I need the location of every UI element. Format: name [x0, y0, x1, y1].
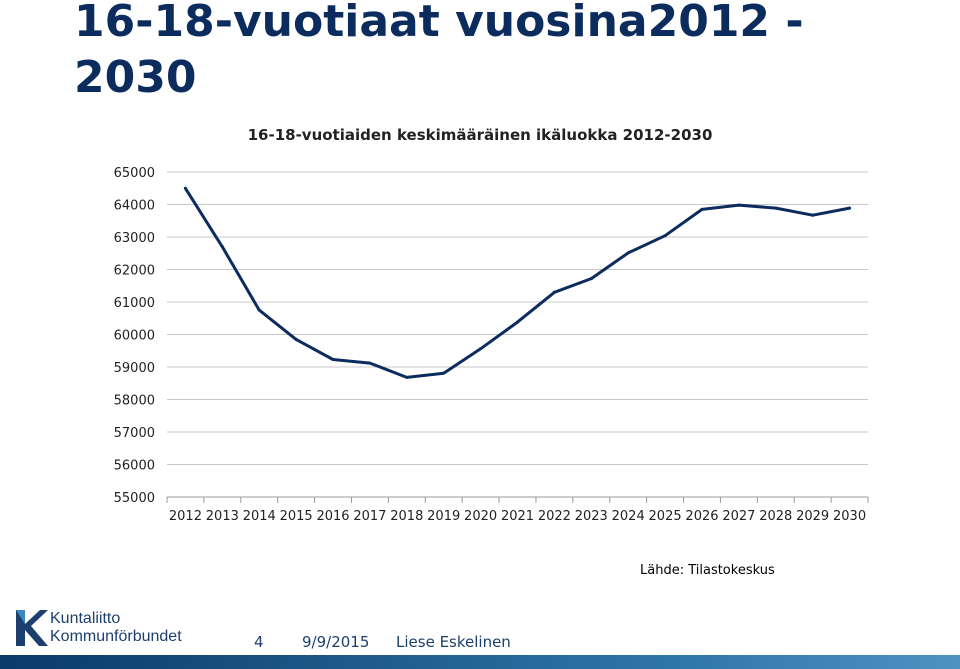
y-tick-label: 60000 — [114, 329, 155, 344]
x-tick-label: 2018 — [390, 509, 423, 524]
logo-text-sv: Kommunförbundet — [50, 628, 182, 645]
y-tick-label: 58000 — [114, 394, 155, 409]
x-tick-label: 2021 — [501, 509, 534, 524]
data-point — [848, 206, 852, 210]
x-tick-label: 2017 — [353, 509, 386, 524]
data-point — [442, 371, 446, 375]
data-point — [811, 213, 815, 217]
x-tick-label: 2024 — [612, 509, 645, 524]
slide-title: 16-18-vuotiaat vuosina2012 - 2030 — [74, 0, 804, 103]
footer-bar — [0, 655, 960, 669]
x-tick-label: 2025 — [649, 509, 682, 524]
y-axis-ticks: 55000 56000 57000 58000 59000 60000 61000 62000… — [114, 166, 155, 506]
data-point — [183, 186, 187, 190]
logo-text-fi: Kuntaliitto — [50, 610, 121, 627]
kuntaliitto-logo: Kuntaliitto Kommunförbundet — [14, 606, 214, 654]
source-note: Lähde: Tilastokeskus — [640, 563, 775, 578]
data-point — [516, 320, 519, 324]
data-point — [700, 207, 704, 211]
data-point — [552, 290, 556, 294]
data-point — [737, 203, 741, 207]
data-point — [626, 251, 630, 255]
y-tick-label: 57000 — [114, 426, 155, 441]
chart-title: 16-18-vuotiaiden keskimääräinen ikäluokk… — [248, 126, 713, 144]
series-line-0 — [183, 186, 852, 379]
footer-author: Liese Eskelinen — [396, 633, 511, 651]
data-point — [405, 375, 409, 379]
y-tick-label: 64000 — [114, 199, 155, 214]
y-tick-label: 62000 — [114, 264, 155, 279]
data-point — [479, 347, 483, 351]
y-tick-label: 59000 — [114, 361, 155, 376]
y-tick-label: 63000 — [114, 231, 155, 246]
x-tick-label: 2013 — [206, 509, 239, 524]
x-tick-label: 2014 — [243, 509, 276, 524]
data-point — [331, 358, 335, 362]
x-tick-label: 2030 — [833, 509, 866, 524]
series-group — [183, 186, 852, 379]
x-tick-label: 2012 — [169, 509, 202, 524]
x-tick-label: 2029 — [796, 509, 829, 524]
x-tick-label: 2019 — [427, 509, 460, 524]
y-tick-label: 61000 — [114, 296, 155, 311]
data-point — [220, 245, 224, 249]
x-axis-ticks: 2012 2013 2014 2015 2016 2017 2018 2019 2020 2021… — [169, 509, 866, 524]
x-tick-label: 2022 — [538, 509, 571, 524]
axes — [166, 496, 869, 503]
logo-mark-icon — [16, 610, 48, 646]
line-chart: 16-18-vuotiaiden keskimääräinen ikäluokk… — [114, 126, 869, 524]
data-point — [774, 206, 778, 210]
footer-date: 9/9/2015 — [302, 633, 370, 651]
data-point — [663, 234, 667, 238]
data-point — [368, 361, 372, 365]
y-tick-label: 55000 — [114, 491, 155, 506]
x-tick-label: 2023 — [575, 509, 608, 524]
x-tick-label: 2027 — [722, 509, 755, 524]
x-tick-label: 2026 — [685, 509, 718, 524]
y-tick-label: 56000 — [114, 459, 155, 474]
data-point — [589, 277, 593, 281]
x-tick-label: 2015 — [280, 509, 313, 524]
x-tick-label: 2028 — [759, 509, 792, 524]
x-tick-label: 2016 — [316, 509, 349, 524]
x-tick-label: 2020 — [464, 509, 497, 524]
page-number: 4 — [254, 633, 264, 651]
data-point — [294, 337, 298, 341]
data-point — [257, 308, 261, 312]
gridlines — [167, 171, 868, 465]
y-tick-label: 65000 — [114, 166, 155, 181]
